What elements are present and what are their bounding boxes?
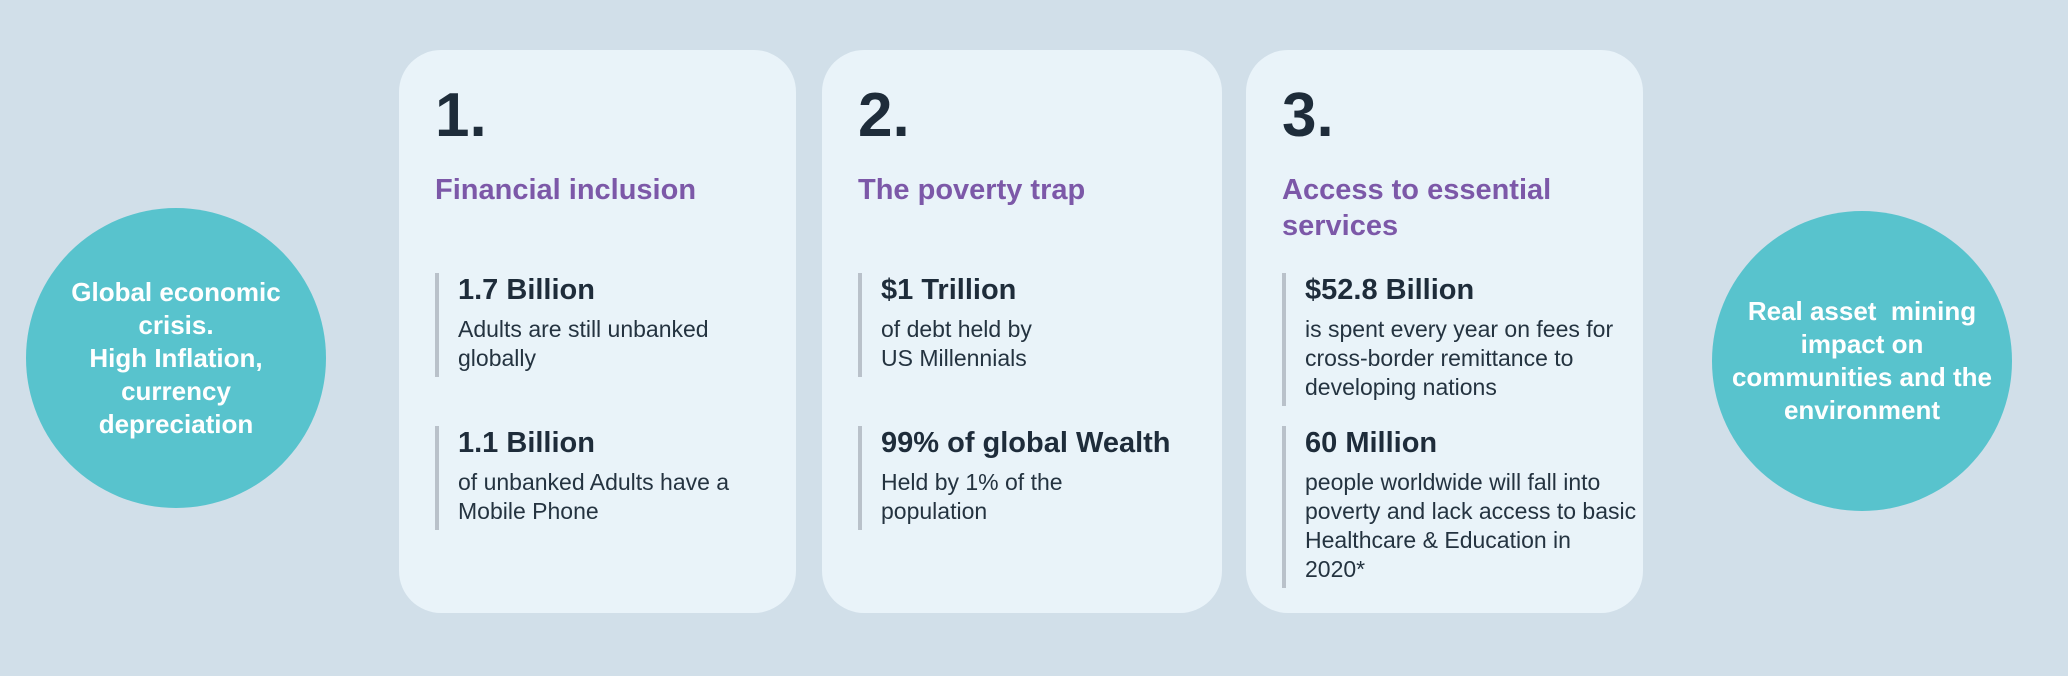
right-context-circle: Real asset mining impact on communities … xyxy=(1712,211,2012,511)
card-poverty-trap: 2. The poverty trap $1 Trillion of debt … xyxy=(822,50,1222,613)
stat-description: Held by 1% of the population xyxy=(881,468,1063,524)
left-context-circle: Global economic crisis. High Inflation, … xyxy=(26,208,326,508)
card-financial-inclusion: 1. Financial inclusion 1.7 Billion Adult… xyxy=(399,50,796,613)
stat-block: 60 Million people worldwide will fall in… xyxy=(1282,426,1637,588)
left-circle-text: Global economic crisis. High Inflation, … xyxy=(71,276,281,439)
stat-value: $1 Trillion xyxy=(881,274,1017,306)
stat-description: of debt held by US Millennials xyxy=(881,315,1032,371)
stat-block: $1 Trillion of debt held by US Millennia… xyxy=(858,273,1216,377)
stat-description: Adults are still unbanked globally xyxy=(458,315,709,371)
stat-description: is spent every year on fees for cross-bo… xyxy=(1305,315,1614,400)
stat-description: people worldwide will fall into poverty … xyxy=(1305,468,1637,582)
card-number: 1. xyxy=(435,81,487,150)
stat-value: $52.8 Billion xyxy=(1305,274,1475,306)
stat-block: 1.7 Billion Adults are still unbanked gl… xyxy=(435,273,790,377)
stat-block: 99% of global Wealth Held by 1% of the p… xyxy=(858,426,1216,530)
card-access-essential-services: 3. Access to essential services $52.8 Bi… xyxy=(1246,50,1643,613)
stat-value: 1.7 Billion xyxy=(458,274,595,306)
stat-value: 99% of global Wealth xyxy=(881,427,1171,459)
stat-block: $52.8 Billion is spent every year on fee… xyxy=(1282,273,1637,406)
card-number: 2. xyxy=(858,81,910,150)
stat-block: 1.1 Billion of unbanked Adults have a Mo… xyxy=(435,426,790,530)
card-number: 3. xyxy=(1282,81,1334,150)
stat-value: 60 Million xyxy=(1305,427,1438,459)
card-heading: Financial inclusion xyxy=(435,174,697,206)
stat-value: 1.1 Billion xyxy=(458,427,595,459)
right-circle-text: Real asset mining impact on communities … xyxy=(1731,296,1993,425)
card-heading: Access to essential services xyxy=(1282,174,1552,242)
card-heading: The poverty trap xyxy=(858,174,1086,206)
stat-description: of unbanked Adults have a Mobile Phone xyxy=(458,468,730,524)
